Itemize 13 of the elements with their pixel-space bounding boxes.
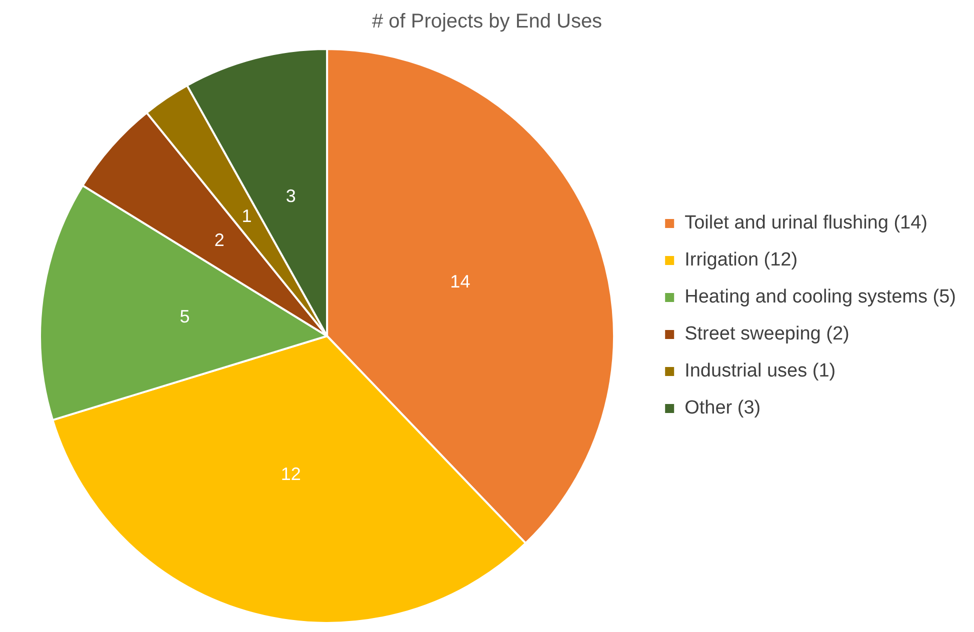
data-label: 12 xyxy=(280,464,301,484)
data-label: 1 xyxy=(242,206,252,226)
data-label: 2 xyxy=(214,230,224,250)
legend-label: Irrigation (12) xyxy=(684,250,798,271)
legend-label: Toilet and urinal flushing (14) xyxy=(684,212,928,234)
data-label: 5 xyxy=(180,306,190,327)
legend-label: Other (3) xyxy=(684,398,761,419)
legend-label: Industrial uses (1) xyxy=(684,360,836,382)
data-label: 14 xyxy=(450,271,470,292)
legend-label: Street sweeping (2) xyxy=(684,324,850,345)
data-label: 3 xyxy=(286,186,296,206)
chart-title: # of Projects by End Uses xyxy=(372,10,602,33)
legend-label: Heating and cooling systems (5) xyxy=(684,286,956,308)
